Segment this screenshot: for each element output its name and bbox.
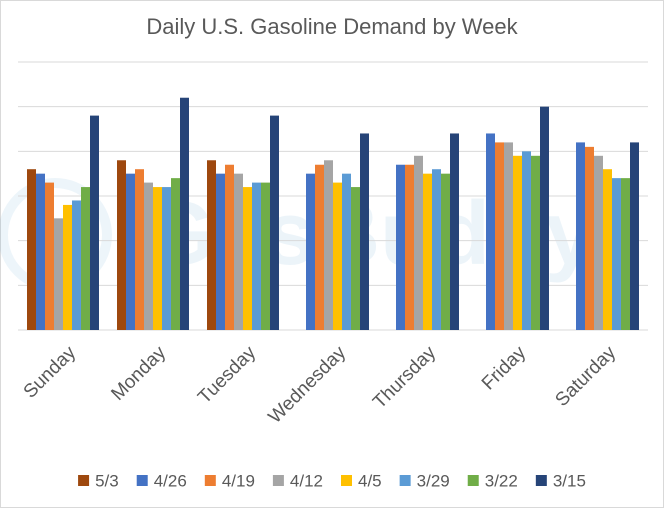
bar (495, 142, 504, 330)
bar (72, 200, 81, 330)
bar (243, 187, 252, 330)
bar (90, 115, 99, 330)
legend-label: 3/15 (553, 471, 586, 490)
bar (153, 187, 162, 330)
bar (351, 187, 360, 330)
bar (630, 142, 639, 330)
bar (423, 173, 432, 330)
bar (342, 173, 351, 330)
legend-swatch (272, 475, 284, 486)
bar (603, 169, 612, 330)
bar (441, 173, 450, 330)
bar (126, 173, 135, 330)
bar (585, 146, 594, 330)
bar (540, 106, 549, 331)
legend-swatch (341, 475, 352, 486)
bar (261, 182, 270, 330)
bar (207, 160, 216, 330)
bar (234, 173, 243, 330)
legend-label: 3/29 (417, 471, 450, 490)
legend-label: 4/5 (358, 471, 382, 490)
bar (54, 218, 63, 330)
bar (513, 155, 522, 330)
legend-label: 5/3 (95, 471, 119, 490)
bar (396, 164, 405, 330)
bar (333, 182, 342, 330)
bar (432, 169, 441, 330)
bar (81, 187, 90, 330)
legend-swatch (204, 475, 216, 486)
bar (36, 173, 45, 330)
bar (486, 133, 495, 330)
bar (324, 160, 333, 330)
bar (522, 151, 531, 330)
legend-swatch (78, 475, 90, 486)
bar (162, 187, 171, 330)
bar (144, 182, 153, 330)
bar (531, 155, 540, 330)
bar (45, 182, 54, 330)
legend-label: 4/26 (154, 471, 187, 490)
bar (450, 133, 459, 330)
bar (252, 182, 261, 330)
bar (504, 142, 513, 330)
bar (135, 169, 144, 330)
bar (171, 178, 180, 330)
bar (414, 155, 423, 330)
bar (270, 115, 279, 330)
legend-label: 3/22 (485, 471, 518, 490)
bar (315, 164, 324, 330)
bar (216, 173, 225, 330)
bar (225, 164, 234, 330)
legend-swatch (399, 475, 411, 486)
legend-swatch (136, 475, 148, 486)
legend-swatch (467, 475, 479, 486)
bar (621, 178, 630, 330)
legend-swatch (535, 475, 547, 486)
bar (117, 160, 126, 330)
bar (612, 178, 621, 330)
bar (360, 133, 369, 330)
chart-title: Daily U.S. Gasoline Demand by Week (146, 14, 518, 39)
legend-label: 4/19 (222, 471, 255, 490)
bar (180, 97, 189, 330)
bar (576, 142, 585, 330)
bar (306, 173, 315, 330)
bar (27, 169, 36, 330)
bar (594, 155, 603, 330)
legend-label: 4/12 (290, 471, 323, 490)
bar (405, 164, 414, 330)
bar (63, 204, 72, 330)
